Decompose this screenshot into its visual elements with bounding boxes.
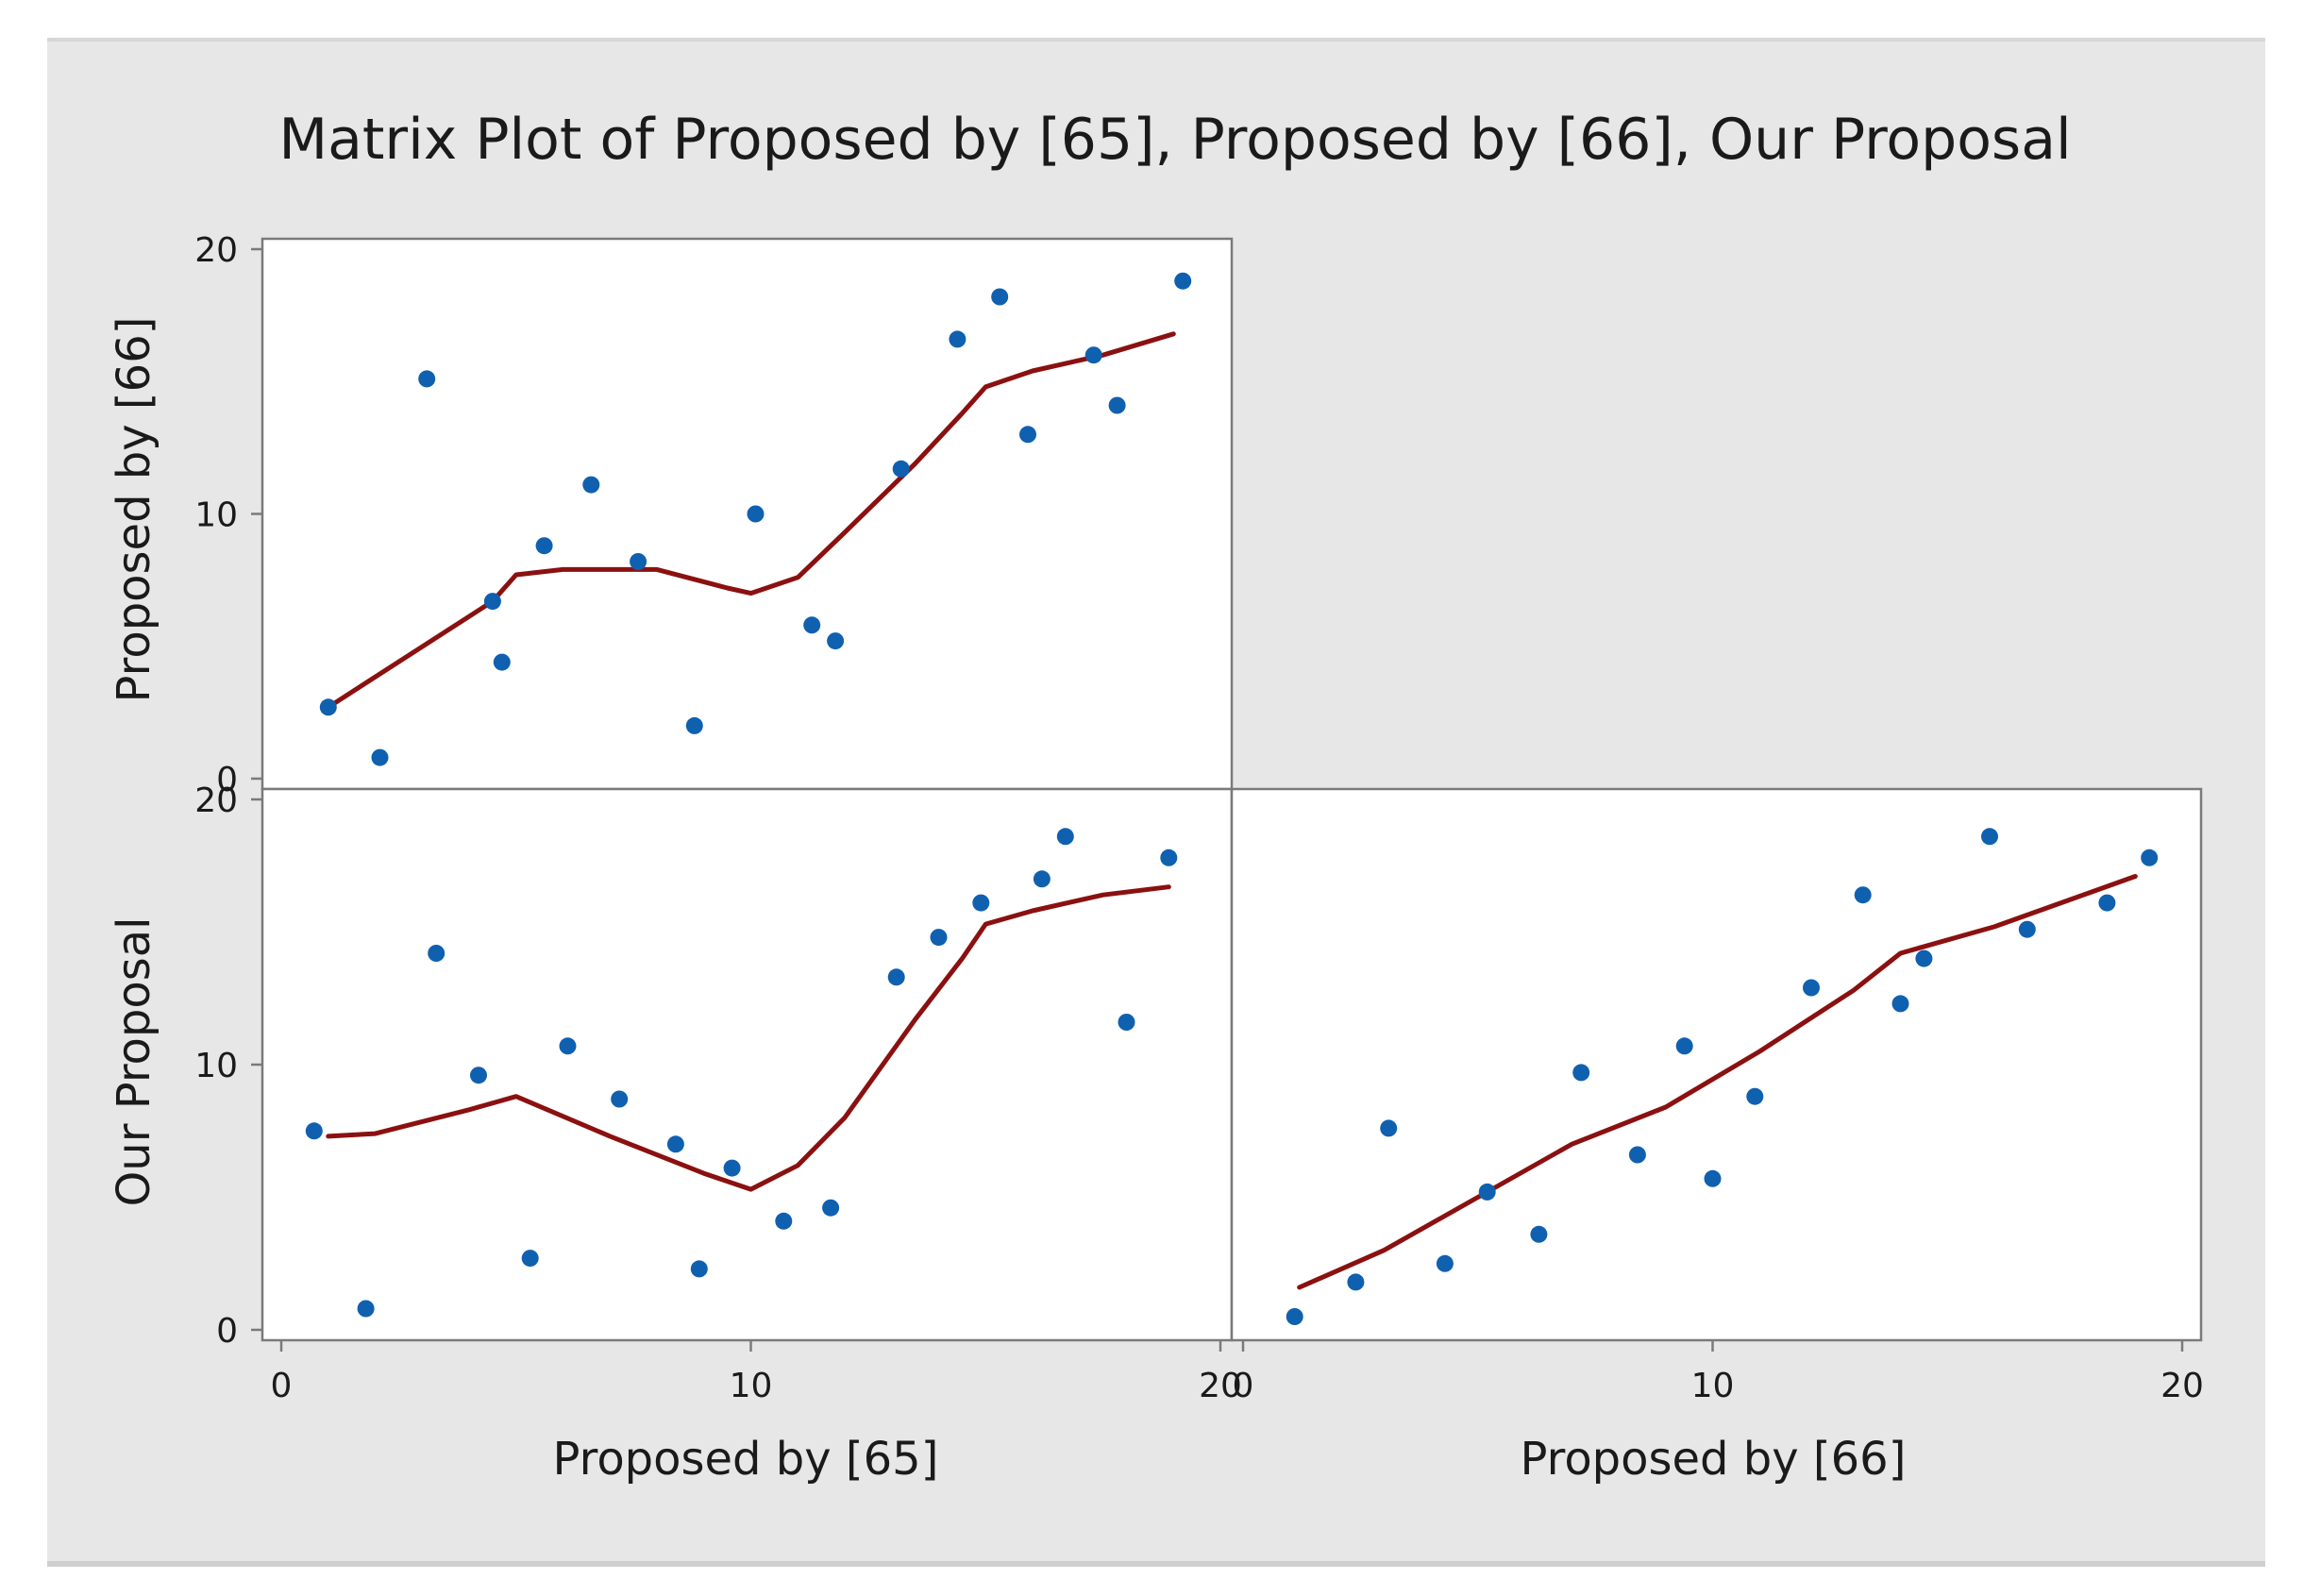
data-point — [305, 1122, 323, 1140]
data-point — [972, 894, 990, 912]
data-point — [1746, 1087, 1764, 1105]
x-tick-label: 20 — [1199, 1367, 1242, 1405]
data-point — [1286, 1308, 1303, 1325]
data-point — [2018, 920, 2036, 938]
data-point — [582, 476, 600, 494]
data-point — [1803, 979, 1820, 997]
x-tick-label: 10 — [1691, 1367, 1735, 1405]
data-point — [2141, 848, 2159, 866]
x-tick-label: 20 — [2160, 1367, 2204, 1405]
data-point — [723, 1159, 741, 1177]
data-point — [666, 1135, 684, 1153]
data-point — [1108, 396, 1126, 414]
data-point — [690, 1260, 708, 1278]
panel-1 — [261, 237, 1234, 791]
data-point — [1160, 848, 1178, 866]
data-point — [1174, 272, 1192, 290]
data-point — [1436, 1254, 1454, 1272]
data-point — [1530, 1225, 1548, 1243]
data-point — [428, 945, 445, 962]
chart-title: Matrix Plot of Proposed by [65], Propose… — [278, 107, 2071, 173]
data-point — [470, 1067, 487, 1084]
data-point — [827, 632, 845, 650]
data-point — [1084, 346, 1102, 364]
data-point — [559, 1037, 577, 1055]
x-tick-label: 10 — [730, 1367, 773, 1405]
x-tick-label: 0 — [1233, 1367, 1254, 1405]
data-point — [1347, 1273, 1365, 1291]
data-point — [1056, 828, 1074, 846]
data-point — [1891, 995, 1909, 1013]
data-point — [371, 748, 389, 766]
data-point — [418, 370, 436, 388]
x-tick-label: 0 — [271, 1367, 293, 1405]
data-point — [521, 1250, 539, 1268]
y-tick-label: 20 — [194, 231, 238, 270]
data-point — [319, 698, 337, 716]
data-point — [483, 593, 501, 611]
data-point — [493, 653, 511, 671]
panel-frame — [261, 787, 1234, 1342]
data-point — [803, 616, 821, 634]
data-point — [991, 288, 1009, 306]
y-tick-label: 20 — [194, 781, 238, 820]
data-point — [1572, 1064, 1590, 1082]
data-point — [949, 330, 967, 348]
data-point — [357, 1300, 375, 1318]
data-point — [1915, 949, 1933, 967]
data-point — [1854, 886, 1872, 904]
x-axis-label-right: Proposed by [66] — [1521, 1433, 1907, 1486]
data-point — [775, 1212, 793, 1230]
data-point — [1478, 1183, 1496, 1201]
smoother-line — [1297, 874, 2138, 1290]
y-tick-label: 0 — [216, 761, 238, 799]
plot-panels — [261, 237, 2203, 1342]
data-point — [930, 929, 948, 947]
data-point — [747, 505, 765, 523]
data-point — [630, 553, 647, 570]
data-point — [1019, 426, 1036, 444]
data-point — [1704, 1169, 1722, 1187]
data-point — [1380, 1119, 1398, 1137]
smoother-line — [326, 331, 1176, 710]
panel-frame — [1230, 787, 2203, 1342]
data-point — [535, 537, 553, 555]
data-point — [1675, 1037, 1693, 1055]
y-tick-label: 0 — [216, 1312, 238, 1351]
data-point — [1981, 828, 1998, 846]
y-tick-label: 10 — [194, 496, 238, 535]
panel-2 — [261, 787, 1234, 1342]
data-point — [2098, 894, 2116, 912]
y-tick-label: 10 — [194, 1047, 238, 1085]
y-axis-label-upper: Proposed by [66] — [108, 317, 160, 703]
data-point — [1118, 1014, 1135, 1031]
data-point — [887, 968, 905, 986]
data-point — [892, 460, 910, 478]
data-point — [685, 716, 703, 734]
data-point — [1033, 870, 1051, 888]
y-axis-label-lower: Our Proposal — [108, 917, 160, 1207]
x-axis-label-left: Proposed by [65] — [553, 1433, 939, 1486]
smoother-line — [326, 884, 1171, 1192]
data-point — [1628, 1146, 1646, 1164]
data-point — [611, 1090, 629, 1108]
data-point — [822, 1199, 840, 1217]
panel-3 — [1230, 787, 2203, 1342]
